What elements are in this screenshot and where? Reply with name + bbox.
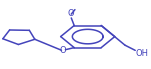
Text: O: O (68, 9, 75, 18)
Text: OH: OH (136, 49, 149, 58)
Text: O: O (60, 46, 67, 55)
